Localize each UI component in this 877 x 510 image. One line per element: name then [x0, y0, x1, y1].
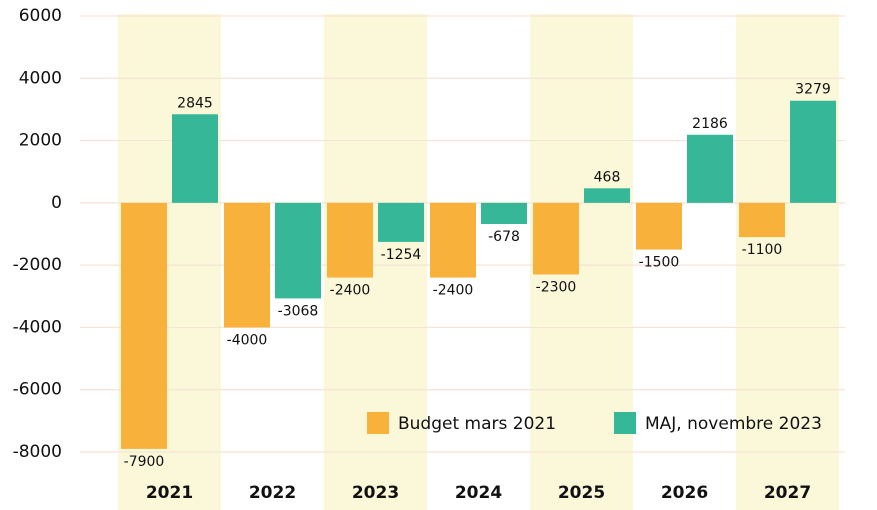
x-tick-label: 2024: [455, 483, 502, 503]
value-label: -3068: [278, 303, 319, 319]
y-tick-label: -4000: [13, 317, 62, 337]
bar: [121, 202, 167, 449]
y-tick-label: 2000: [19, 131, 62, 151]
y-tick-label: -6000: [13, 380, 62, 400]
bar: [790, 100, 836, 203]
bar: [687, 134, 733, 203]
value-label: 2845: [177, 95, 213, 111]
bar: [275, 202, 321, 299]
y-tick-label: 6000: [19, 6, 62, 26]
x-tick-label: 2027: [764, 483, 811, 503]
value-label: -1500: [639, 255, 680, 271]
bar: [584, 188, 630, 203]
value-label: -4000: [227, 332, 268, 348]
x-tick-label: 2026: [661, 483, 708, 503]
value-label: 468: [594, 169, 621, 185]
band-shade: [736, 14, 839, 510]
value-label: 3279: [795, 82, 831, 98]
legend-label: Budget mars 2021: [398, 414, 556, 434]
bar: [430, 202, 476, 278]
x-tick-label: 2021: [146, 483, 193, 503]
value-label: 2186: [692, 116, 728, 132]
bar: [172, 114, 218, 203]
bar: [739, 202, 785, 238]
value-label: -2300: [536, 279, 577, 295]
x-tick-label: 2023: [352, 483, 399, 503]
x-tick-label: 2022: [249, 483, 296, 503]
legend-swatch: [367, 412, 389, 434]
x-tick-label: 2025: [558, 483, 605, 503]
value-label: -2400: [330, 283, 371, 299]
y-tick-label: 4000: [19, 68, 62, 88]
value-label: -2400: [433, 283, 474, 299]
value-label: -1100: [742, 242, 783, 258]
legend-swatch: [614, 412, 636, 434]
bar: [636, 202, 682, 250]
bar: [481, 202, 527, 224]
y-tick-label: -2000: [13, 255, 62, 275]
value-label: -7900: [124, 454, 165, 470]
bar: [533, 202, 579, 275]
value-label: -678: [488, 229, 520, 245]
y-tick-label: -8000: [13, 442, 62, 462]
bar: [378, 202, 424, 242]
value-label: -1254: [381, 247, 422, 263]
bar: [327, 202, 373, 278]
y-tick-label: 0: [51, 193, 62, 213]
legend-label: MAJ, novembre 2023: [645, 414, 822, 434]
bar: [224, 202, 270, 328]
